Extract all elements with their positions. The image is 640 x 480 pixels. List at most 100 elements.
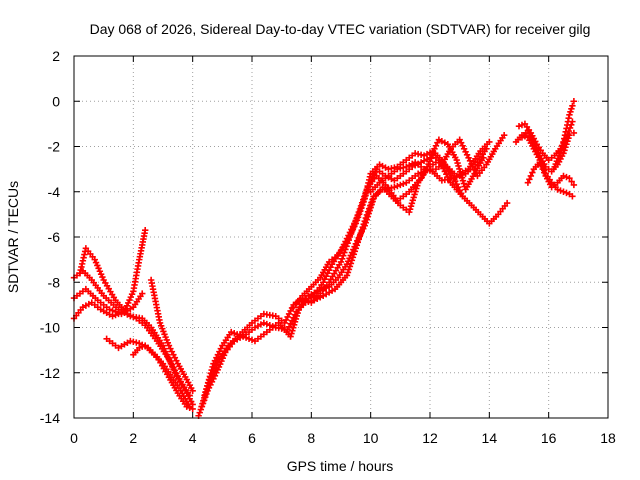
trace-marker — [521, 133, 529, 140]
y-tick-label: -2 — [48, 139, 61, 155]
trace-marker — [413, 185, 420, 192]
data-point — [109, 312, 116, 320]
data-point — [570, 98, 578, 105]
trace-marker — [293, 312, 300, 320]
trace-marker — [295, 306, 302, 314]
trace-marker — [410, 194, 417, 201]
data-point — [189, 387, 196, 395]
x-tick-label: 6 — [248, 430, 256, 446]
trace-marker — [362, 219, 369, 226]
trace-marker — [290, 321, 298, 328]
series-trace-4 — [76, 245, 193, 399]
trace-marker — [457, 171, 465, 178]
data-point — [355, 211, 362, 218]
trace-marker — [356, 208, 364, 215]
trace-marker — [207, 370, 214, 377]
trace-marker — [291, 318, 299, 326]
data-point — [287, 333, 294, 340]
trace-marker — [205, 376, 213, 383]
trace-marker — [363, 189, 370, 196]
data-point — [570, 129, 578, 137]
trace-marker — [139, 343, 146, 350]
plot-marks — [70, 98, 578, 419]
y-tick-label: -4 — [48, 184, 61, 200]
series-trace-8 — [195, 145, 490, 419]
trace-marker — [290, 324, 297, 331]
trace-marker — [457, 168, 464, 176]
data-point — [569, 102, 576, 109]
data-point — [228, 328, 235, 336]
trace-marker — [369, 198, 376, 205]
trace-marker — [454, 159, 461, 167]
series-trace-6 — [147, 276, 196, 395]
trace-marker — [538, 162, 545, 169]
data-point — [560, 188, 567, 195]
x-tick-label: 2 — [129, 430, 137, 446]
trace-marker — [561, 147, 568, 154]
trace-marker — [199, 400, 206, 407]
trace-marker — [458, 174, 466, 181]
trace-marker — [203, 385, 210, 393]
y-tick-label: 0 — [52, 93, 60, 109]
data-point — [186, 392, 193, 399]
trace-marker — [409, 197, 416, 204]
data-point — [560, 172, 567, 180]
x-tick-label: 18 — [600, 430, 616, 446]
trace-marker — [209, 363, 216, 371]
data-point — [536, 159, 543, 166]
x-tick-label: 10 — [363, 430, 379, 446]
data-point — [201, 392, 208, 399]
data-point — [139, 290, 146, 297]
data-point — [524, 179, 532, 186]
data-point — [239, 333, 247, 340]
trace-marker — [397, 181, 404, 189]
data-point — [569, 193, 576, 200]
trace-marker — [361, 195, 368, 203]
data-point — [500, 131, 508, 139]
trace-marker — [322, 284, 330, 292]
trace-marker — [360, 198, 367, 206]
data-point — [554, 186, 561, 193]
trace-marker — [527, 172, 535, 180]
trace-marker — [202, 389, 209, 396]
trace-marker — [242, 334, 250, 341]
y-tick-label: -6 — [48, 229, 61, 245]
trace-marker — [408, 200, 416, 207]
data-point — [343, 272, 351, 279]
trace-marker — [568, 178, 575, 185]
data-point — [186, 403, 193, 410]
trace-marker — [357, 204, 365, 212]
trace-marker — [204, 382, 211, 390]
trace-marker — [358, 201, 366, 209]
trace-marker — [366, 207, 373, 214]
trace-marker — [559, 142, 566, 149]
trace-marker — [529, 169, 536, 176]
x-tick-label: 12 — [422, 430, 438, 446]
trace-marker — [557, 187, 564, 194]
data-point — [570, 181, 578, 189]
trace-marker — [208, 366, 215, 374]
data-point — [530, 138, 538, 146]
trace-marker — [320, 285, 327, 293]
trace-marker — [362, 192, 369, 199]
trace-marker — [563, 173, 570, 181]
trace-marker — [367, 204, 374, 211]
trace-marker — [112, 311, 119, 319]
series-trace-2 — [70, 227, 149, 322]
trace-marker — [236, 332, 244, 339]
series-trace-7 — [130, 342, 193, 410]
grid — [74, 56, 608, 418]
data-point — [503, 199, 511, 207]
trace-marker — [245, 335, 253, 343]
trace-marker — [365, 210, 372, 217]
trace-marker — [563, 189, 570, 197]
data-point — [566, 111, 573, 119]
trace-marker — [407, 203, 415, 210]
x-tick-label: 0 — [70, 430, 78, 446]
trace-marker — [394, 182, 401, 190]
y-tick-label: -8 — [48, 274, 61, 290]
trace-marker — [541, 169, 548, 176]
data-point — [555, 152, 563, 159]
data-point — [486, 138, 493, 146]
